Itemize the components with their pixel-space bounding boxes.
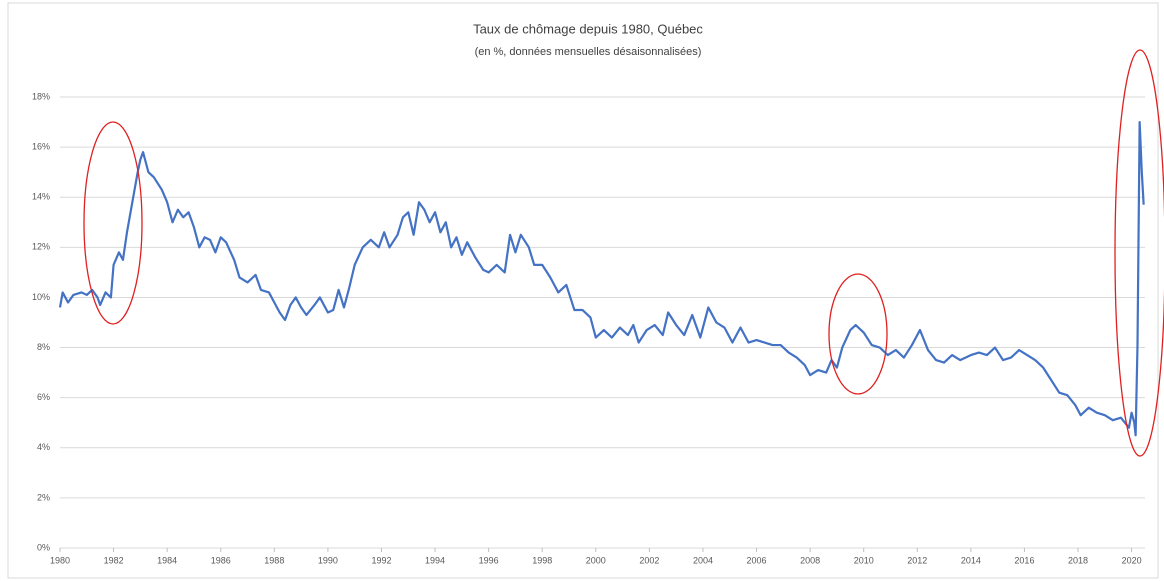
y-tick-label: 6% xyxy=(37,392,50,402)
x-tick-label: 1984 xyxy=(157,555,177,565)
x-tick-label: 2008 xyxy=(800,555,820,565)
y-tick-label: 8% xyxy=(37,342,50,352)
chart-frame xyxy=(7,2,1159,579)
x-tick-label: 2004 xyxy=(693,555,713,565)
annotation-ellipse xyxy=(83,121,143,325)
y-tick-label: 18% xyxy=(32,91,50,101)
x-tick-label: 1982 xyxy=(104,555,124,565)
x-tick-label: 1994 xyxy=(425,555,445,565)
y-tick-label: 4% xyxy=(37,442,50,452)
x-tick-label: 2018 xyxy=(1068,555,1088,565)
y-tick-label: 2% xyxy=(37,492,50,502)
x-tick-label: 2012 xyxy=(907,555,927,565)
x-tick-label: 2000 xyxy=(586,555,606,565)
x-tick-label: 2006 xyxy=(747,555,767,565)
annotation-ellipse xyxy=(1114,49,1164,457)
x-tick-label: 1986 xyxy=(211,555,231,565)
grid: 0% 2% 4% 6% 8% 10% 12% 14% 16% 18% 1980 1982 1984 198… xyxy=(32,91,1145,565)
x-tick-label: 2014 xyxy=(961,555,981,565)
x-tick-label: 1998 xyxy=(532,555,552,565)
x-tick-label: 1988 xyxy=(264,555,284,565)
y-tick-label: 12% xyxy=(32,242,50,252)
x-tick-label: 2016 xyxy=(1014,555,1034,565)
y-tick-label: 0% xyxy=(37,542,50,552)
chart-subtitle: (en %, données mensuelles désaisonnalisé… xyxy=(475,46,702,58)
x-tick-label: 1992 xyxy=(371,555,391,565)
annotation-ellipse xyxy=(828,273,888,395)
data-line xyxy=(58,120,1145,437)
y-tick-label: 14% xyxy=(32,192,50,202)
x-tick-label: 2010 xyxy=(854,555,874,565)
y-tick-label: 10% xyxy=(32,292,50,302)
x-tick-label: 2002 xyxy=(639,555,659,565)
plot xyxy=(58,120,1145,437)
x-tick-label: 1990 xyxy=(318,555,338,565)
chart-title: Taux de chômage depuis 1980, Québec xyxy=(473,21,703,36)
x-tick-label: 1996 xyxy=(479,555,499,565)
x-tick-label: 2020 xyxy=(1122,555,1142,565)
x-tick-label: 1980 xyxy=(50,555,70,565)
y-tick-label: 16% xyxy=(32,141,50,151)
